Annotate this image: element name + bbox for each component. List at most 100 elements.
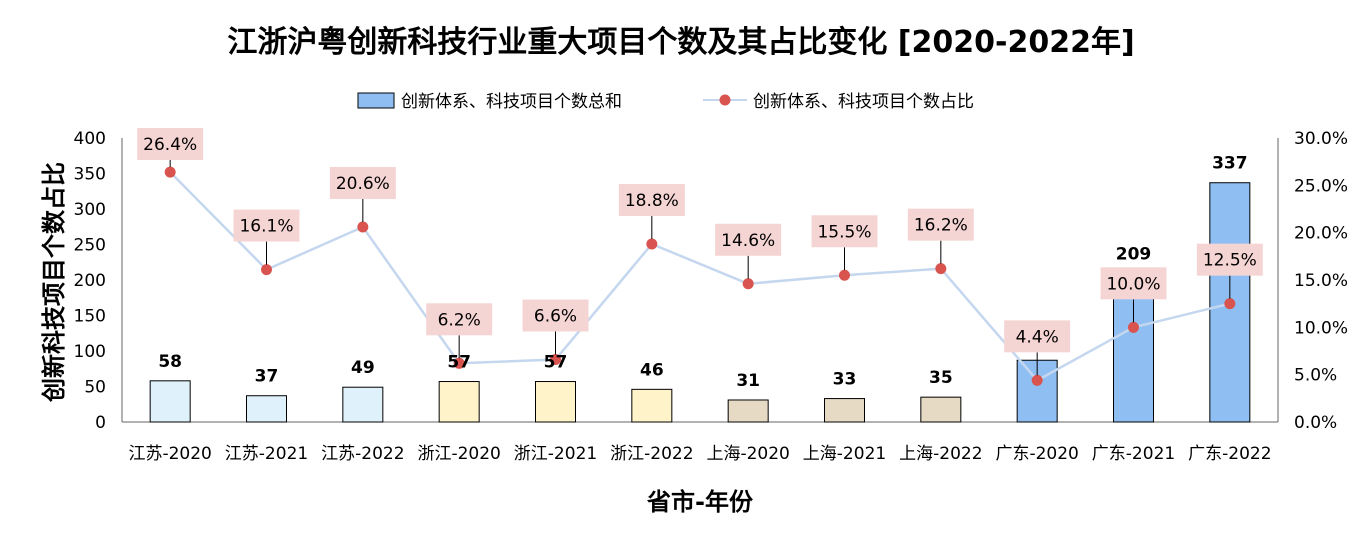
bar-value-label: 33 — [833, 370, 857, 390]
bar-value-label: 46 — [640, 360, 664, 380]
legend-bar-label: 创新体系、科技项目个数总和 — [401, 92, 622, 112]
left-tick-label: 200 — [74, 271, 106, 291]
left-tick-label: 150 — [74, 307, 106, 327]
left-tick-label: 400 — [74, 129, 106, 149]
percent-point — [453, 357, 465, 369]
category-label: 江苏-2020 — [128, 444, 211, 464]
left-tick-label: 100 — [74, 342, 106, 362]
category-labels: 江苏-2020 江苏-2021 江苏-2022 浙江-2020 浙江-2021 浙江-20… — [128, 444, 1271, 464]
right-tick-label: 15.0% — [1294, 271, 1348, 291]
bar — [535, 381, 576, 423]
category-label: 上海-2020 — [706, 444, 789, 464]
percent-label-text: 6.6% — [534, 307, 577, 327]
percent-label-box — [233, 209, 300, 242]
legend-line-marker — [719, 94, 731, 106]
category-label: 江苏-2021 — [225, 444, 308, 464]
bar-value-label: 337 — [1212, 154, 1248, 174]
percent-label-text: 18.8% — [625, 191, 679, 211]
percent-label-box — [715, 223, 782, 256]
bar — [438, 381, 480, 423]
category-label: 江苏-2022 — [321, 444, 404, 464]
bar — [727, 399, 769, 423]
y-axis-title: 创新科技项目个数占比 — [40, 162, 68, 403]
percent-point — [357, 221, 369, 233]
category-label: 浙江-2021 — [514, 444, 597, 464]
category-label: 浙江-2022 — [610, 444, 693, 464]
percent-label: 14.6% — [715, 223, 782, 279]
x-axis-title: 省市-年份 — [646, 488, 754, 516]
left-tick-labels: 0 50 100 150 200 250 300 350 400 — [74, 129, 106, 433]
bar-value-label: 57 — [544, 353, 568, 373]
percent-label: 4.4% — [1004, 320, 1071, 376]
category-label: 广东-2021 — [1092, 444, 1175, 464]
right-tick-label: 20.0% — [1294, 224, 1348, 244]
percent-label-text: 4.4% — [1016, 327, 1059, 347]
bars — [149, 182, 1251, 423]
category-label: 浙江-2020 — [417, 444, 500, 464]
right-tick-label: 25.0% — [1294, 176, 1348, 196]
percent-label: 6.6% — [522, 299, 589, 355]
percent-label-box — [1196, 243, 1263, 276]
percent-label-box — [907, 208, 974, 241]
percent-label: 10.0% — [1100, 267, 1167, 323]
percent-label-box — [329, 166, 396, 199]
bar — [824, 398, 865, 423]
percent-label: 20.6% — [329, 166, 396, 222]
category-label: 上海-2022 — [899, 444, 982, 464]
percent-label-box — [618, 184, 685, 217]
left-tick-label: 0 — [95, 413, 106, 433]
category-label: 上海-2021 — [803, 444, 886, 464]
right-tick-label: 30.0% — [1294, 129, 1348, 149]
bar — [246, 395, 287, 423]
left-tick-label: 350 — [74, 165, 106, 185]
percent-point — [1128, 321, 1139, 333]
percent-point — [742, 278, 754, 290]
percent-point — [1031, 374, 1043, 386]
left-tick-label: 50 — [84, 378, 106, 398]
bar-value-label: 49 — [351, 358, 375, 378]
legend: 创新体系、科技项目个数总和 创新体系、科技项目个数占比 — [357, 92, 974, 112]
percent-label: 18.8% — [618, 184, 685, 240]
percent-label-text: 16.1% — [239, 217, 293, 237]
chart-title: 江浙沪粤创新科技行业重大项目个数及其占比变化 [2020-2022年] — [227, 25, 1134, 60]
percent-point — [935, 263, 947, 275]
percent-point — [164, 166, 176, 178]
legend-line-label: 创新体系、科技项目个数占比 — [753, 92, 974, 112]
right-tick-label: 5.0% — [1294, 366, 1337, 386]
bar — [342, 386, 384, 423]
bar — [149, 380, 191, 423]
bar-value-label: 31 — [736, 371, 760, 391]
bar-value-labels: 58374957574631333587209337 — [158, 154, 1247, 391]
percent-label-box — [137, 128, 204, 160]
left-tick-label: 250 — [74, 236, 106, 256]
bar — [631, 388, 673, 423]
percent-labels: 26.4% 16.1% 20.6% 6.2% 6.6% 18.8% 14.6% 15.5% 16… — [137, 128, 1263, 376]
bar-value-label: 35 — [929, 368, 953, 388]
bar-value-label: 58 — [158, 352, 182, 372]
legend-bar-swatch — [357, 92, 395, 109]
percent-label-box — [1100, 267, 1167, 300]
left-tick-label: 300 — [74, 200, 106, 220]
bar-value-label: 209 — [1116, 245, 1152, 265]
percent-label: 16.2% — [907, 208, 974, 264]
percent-label-box — [811, 215, 878, 248]
percent-label-text: 6.2% — [438, 310, 481, 330]
percent-label-box — [426, 303, 493, 336]
percent-label: 6.2% — [426, 303, 493, 359]
right-tick-label: 10.0% — [1294, 318, 1348, 338]
category-label: 广东-2020 — [995, 444, 1078, 464]
percent-point — [646, 238, 658, 250]
bar-value-label: 57 — [447, 353, 471, 373]
percent-label: 16.1% — [233, 209, 300, 265]
right-tick-label: 0.0% — [1294, 413, 1337, 433]
percent-label-box — [1004, 320, 1071, 353]
percent-line — [169, 171, 1231, 382]
percent-label-text: 16.2% — [914, 216, 968, 236]
percent-point — [261, 264, 272, 276]
percent-label: 12.5% — [1196, 243, 1263, 299]
percent-label: 26.4% — [137, 128, 204, 168]
percent-point — [839, 269, 850, 281]
right-tick-labels: 0.0% 5.0% 10.0% 15.0% 20.0% 25.0% 30.0% — [1294, 129, 1348, 433]
bar-value-label: 37 — [255, 367, 279, 387]
